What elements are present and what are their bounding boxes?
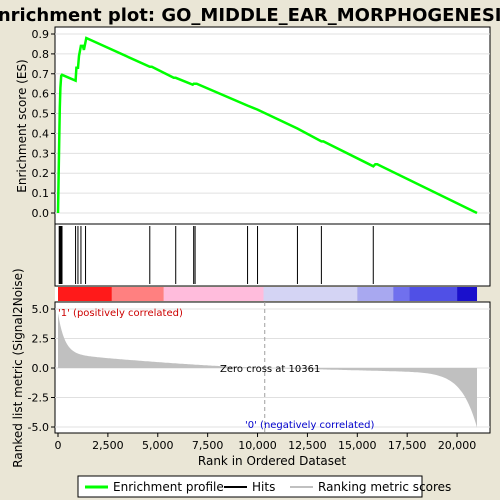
color-bar-band (58, 287, 112, 301)
color-bar-band (409, 287, 458, 301)
x-tick-label: 2,500 (92, 439, 124, 452)
x-tick-label: 7,500 (192, 439, 224, 452)
legend-ranking-metric-scores: Ranking metric scores (318, 480, 451, 494)
ranked-y-tick-label: -5.0 (28, 421, 49, 434)
x-tick-label: 17,500 (388, 439, 427, 452)
es-y-tick-label: 0.2 (32, 167, 50, 180)
chart-title: Enrichment plot: GO_MIDDLE_EAR_MORPHOGEN… (0, 5, 500, 26)
color-bar-band (263, 287, 358, 301)
rank-color-bar (55, 287, 478, 301)
ranked-y-axis-label: Ranked list metric (Signal2Noise) (11, 268, 25, 467)
hits-marks (58, 226, 374, 284)
legend-enrichment-profile: Enrichment profile (113, 480, 224, 494)
x-tick-label: 5,000 (142, 439, 174, 452)
color-bar-band (393, 287, 410, 301)
x-axis-ticks: 0 2,500 5,000 7,500 10,000 12,500 15,000 17,500… (55, 433, 477, 452)
es-y-tick-label: 0.8 (32, 48, 50, 61)
color-bar-band (163, 287, 264, 301)
es-y-tick-label: 0.5 (32, 108, 50, 121)
positive-correlation-label: '1' (positively correlated) (58, 308, 183, 319)
ranked-y-ticks: -5.0 -2.5 0.0 2.5 5.0 (28, 303, 55, 434)
es-y-tick-label: 0.1 (32, 187, 50, 200)
legend-hits: Hits (252, 480, 275, 494)
ranked-y-tick-label: -2.5 (28, 392, 49, 405)
x-axis-label: Rank in Ordered Dataset (198, 454, 346, 468)
es-y-tick-label: 0.0 (32, 207, 50, 220)
es-y-tick-label: 0.7 (32, 68, 50, 81)
ranked-y-tick-label: 0.0 (32, 362, 50, 375)
es-panel-frame (54, 26, 491, 225)
enrichment-profile-line (56, 36, 478, 215)
ranking-metric-area (58, 313, 477, 428)
color-bar-band (457, 287, 478, 301)
es-y-tick-label: 0.9 (32, 28, 50, 41)
color-bar-pad (55, 287, 58, 301)
color-bar-band (357, 287, 394, 301)
es-y-axis-label: Enrichment score (ES) (15, 59, 29, 192)
negative-correlation-label: '0' (negatively correlated) (245, 420, 374, 431)
ranked-y-tick-label: 5.0 (32, 303, 50, 316)
es-y-tick-label: 0.6 (32, 88, 50, 101)
x-tick-label: 12,500 (288, 439, 327, 452)
color-bar-band (111, 287, 164, 301)
zero-cross-annotation: Zero cross at 10361 (220, 364, 320, 375)
es-y-ticks: 0.0 0.1 0.2 0.3 0.4 0.5 0.6 0.7 0.8 0.9 (32, 28, 55, 220)
legend-box (77, 475, 423, 498)
es-gridlines (55, 33, 490, 214)
hits-panel-frame (54, 223, 491, 287)
x-tick-label: 0 (55, 439, 62, 452)
x-tick-label: 10,000 (238, 439, 277, 452)
es-y-tick-label: 0.3 (32, 147, 50, 160)
es-y-tick-label: 0.4 (32, 127, 50, 140)
x-tick-label: 20,000 (438, 439, 477, 452)
ranked-y-tick-label: 2.5 (32, 333, 50, 346)
x-tick-label: 15,000 (338, 439, 377, 452)
